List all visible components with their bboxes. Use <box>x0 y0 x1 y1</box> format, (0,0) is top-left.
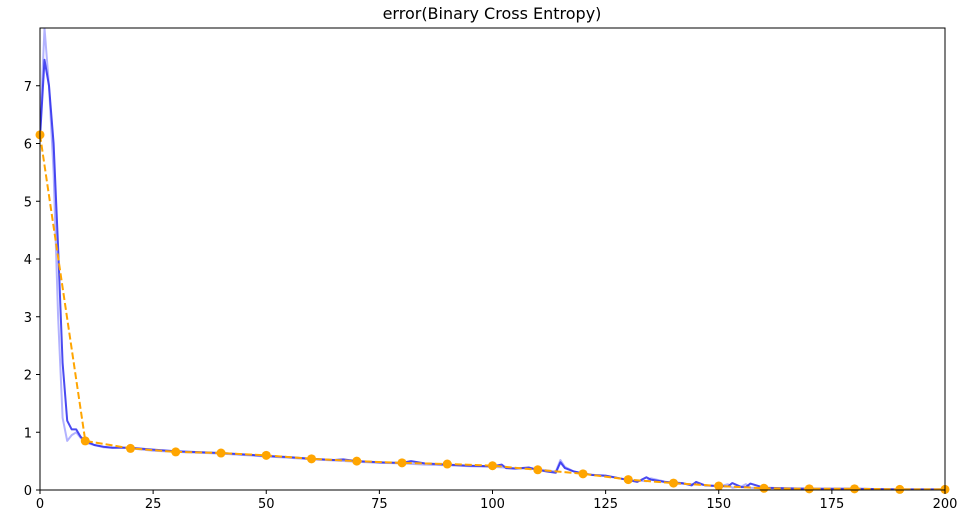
validation-marker <box>261 450 271 460</box>
validation-marker <box>759 483 769 493</box>
validation-marker <box>80 436 90 446</box>
validation-marker <box>714 481 724 491</box>
validation-marker <box>126 443 135 453</box>
validation-marker <box>669 478 678 488</box>
x-tick-label: 50 <box>258 497 275 512</box>
axes: 0 25 50 75 100 125 150 175 200 0 1 2 3 4 5 6 7 <box>24 27 958 512</box>
y-tick-label: 5 <box>24 195 32 210</box>
chart-title: error(Binary Cross Entropy) <box>383 4 602 23</box>
validation-marker <box>623 475 633 485</box>
x-tick-label: 175 <box>819 497 844 512</box>
x-tick-label: 100 <box>480 497 505 512</box>
validation-marker <box>578 469 588 479</box>
validation-marker <box>307 454 316 464</box>
validation-marker <box>171 447 181 457</box>
y-tick-label: 0 <box>24 484 32 499</box>
validation-marker <box>895 484 905 494</box>
y-tick-label: 1 <box>24 426 32 441</box>
x-tick-label: 125 <box>593 497 618 512</box>
x-tick-label: 150 <box>706 497 731 512</box>
validation-marker <box>442 459 452 469</box>
series-validation-line <box>40 134 945 490</box>
validation-marker <box>850 484 859 494</box>
y-tick-label: 4 <box>24 253 32 268</box>
x-tick-label: 200 <box>933 497 958 512</box>
plot-area <box>35 28 950 494</box>
validation-marker <box>488 461 497 471</box>
validation-marker <box>352 456 362 466</box>
x-tick-label: 25 <box>145 497 162 512</box>
validation-marker <box>804 484 814 494</box>
validation-marker <box>216 448 226 458</box>
y-tick-label: 3 <box>24 311 32 326</box>
x-tick-label: 75 <box>371 497 388 512</box>
x-tick-label: 0 <box>36 497 44 512</box>
y-tick-label: 6 <box>24 138 32 153</box>
y-tick-label: 2 <box>24 369 32 384</box>
validation-marker <box>397 458 407 468</box>
y-tick-label: 7 <box>24 80 32 95</box>
validation-marker <box>533 465 543 475</box>
